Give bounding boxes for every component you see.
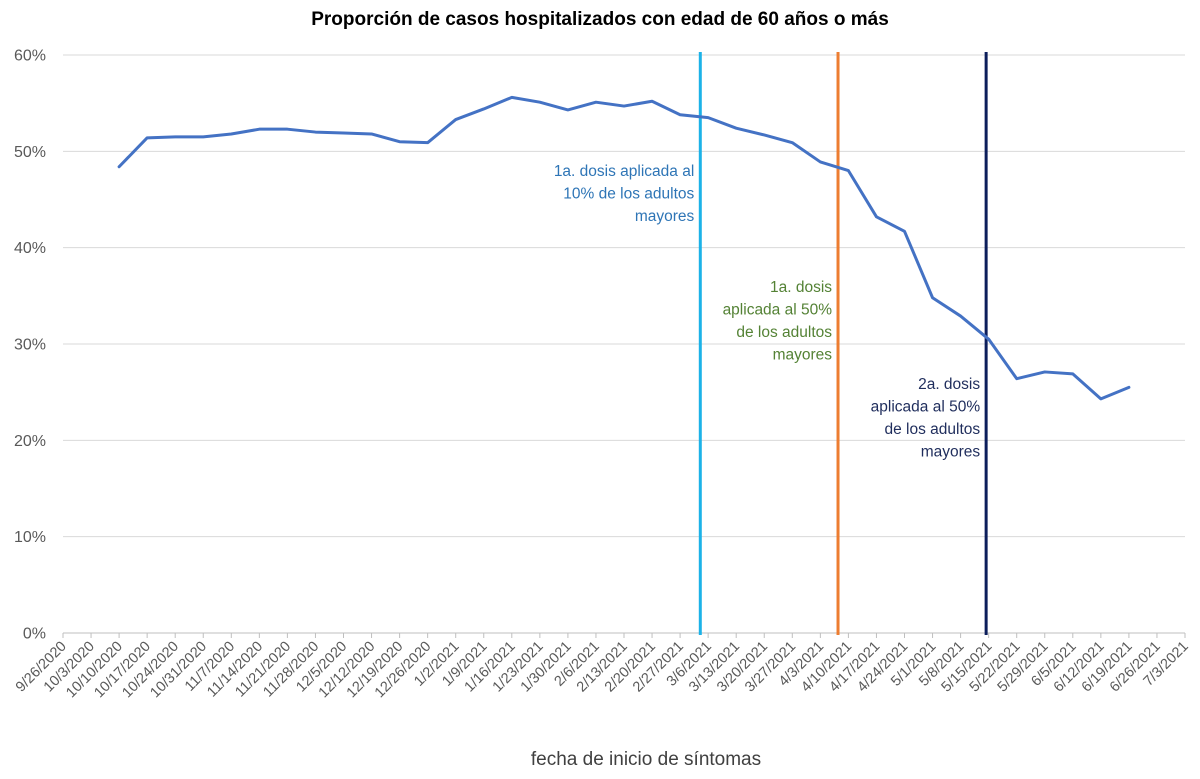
- y-axis: 0% 10% 20% 30% 40% 50% 60%: [14, 48, 46, 643]
- series-group: [117, 95, 1131, 401]
- y-tick-label: 30%: [14, 337, 46, 354]
- reference-annotation-line: 1a. dosis aplicada al: [554, 163, 694, 180]
- reference-lines: 1a. dosis aplicada al 10% de los adultos m…: [554, 52, 988, 635]
- reference-annotation-line: de los adultos: [884, 421, 980, 438]
- reference-annotation-line: aplicada al 50%: [723, 302, 833, 319]
- y-tick-label: 20%: [14, 433, 46, 450]
- y-tick-label: 10%: [14, 529, 46, 546]
- reference-annotation-line: mayores: [635, 208, 695, 225]
- y-tick-label: 40%: [14, 240, 46, 257]
- y-tick-label: 0%: [23, 626, 46, 643]
- y-tick-label: 60%: [14, 48, 46, 65]
- reference-annotation-line: 2a. dosis: [918, 376, 980, 393]
- reference-annotation-line: 10% de los adultos: [563, 186, 694, 203]
- x-axis-label: fecha de inicio de síntomas: [531, 749, 761, 770]
- reference-annotation-line: mayores: [773, 347, 833, 364]
- chart-title: Proporción de casos hospitalizados con e…: [311, 9, 889, 30]
- x-axis: 9/26/202010/3/202010/10/202010/17/202010…: [13, 632, 1192, 701]
- reference-annotation-line: de los adultos: [736, 324, 832, 341]
- reference-annotation-line: 1a. dosis: [770, 279, 832, 296]
- reference-annotation-line: aplicada al 50%: [871, 399, 981, 416]
- gridlines: [63, 54, 1185, 538]
- reference-annotation-line: mayores: [921, 444, 981, 461]
- y-tick-label: 50%: [14, 144, 46, 161]
